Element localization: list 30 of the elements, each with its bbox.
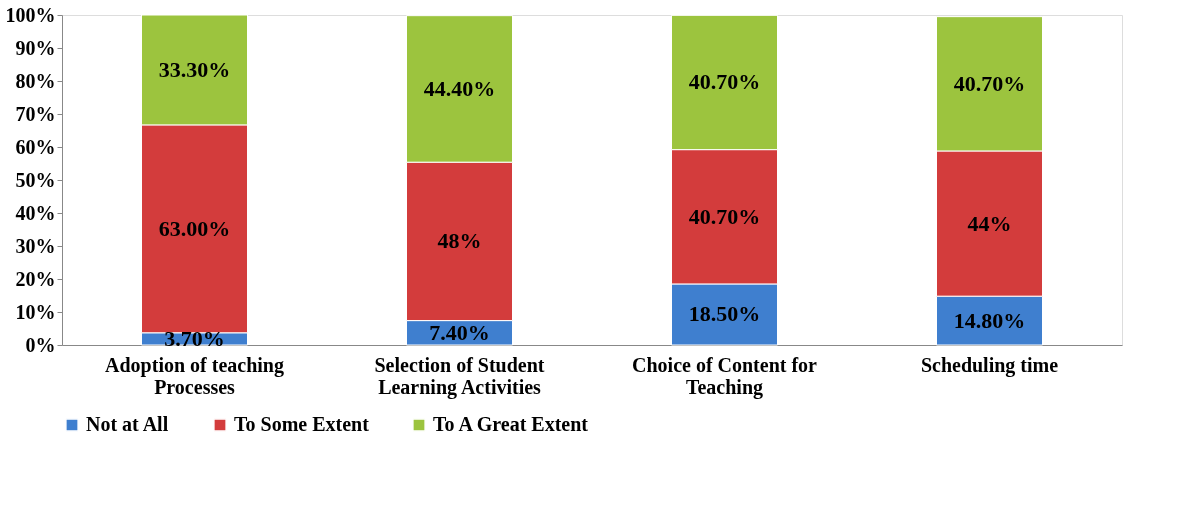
data-label: 7.40% [429, 319, 490, 345]
x-tick-label: Selection of Student Learning Activities [374, 353, 545, 399]
legend-label: Not at All [86, 413, 169, 435]
y-tick-label: 70% [15, 102, 56, 125]
data-label: 40.70% [688, 69, 761, 95]
y-tick-label: 40% [15, 201, 56, 224]
y-tick-label: 90% [15, 36, 56, 59]
x-tick-label: Adoption of teaching Processes [105, 353, 284, 398]
data-label: 40.70% [953, 70, 1026, 96]
data-label: 40.70% [688, 203, 761, 229]
legend-label: To A Great Extent [433, 413, 589, 435]
legend-label: To Some Extent [234, 413, 370, 435]
data-label: 48% [437, 228, 482, 254]
y-tick-label: 50% [15, 168, 56, 191]
y-tick-label: 20% [15, 267, 56, 290]
data-label: 44.40% [423, 75, 496, 101]
data-label: 14.80% [953, 307, 1026, 333]
y-tick-label: 60% [15, 135, 56, 158]
y-tick-label: 100% [5, 3, 56, 26]
y-tick-label: 10% [15, 300, 56, 323]
x-tick-label: Scheduling time [920, 353, 1059, 377]
data-label: 63.00% [158, 215, 231, 241]
data-label: 18.50% [688, 301, 761, 327]
data-label: 44% [967, 210, 1012, 236]
data-label: 3.70% [164, 325, 225, 351]
y-tick-label: 30% [15, 234, 56, 257]
y-tick-label: 0% [25, 333, 56, 356]
y-tick-label: 80% [15, 69, 56, 92]
x-tick-label: Choice of Content for Teaching [632, 353, 818, 399]
data-label: 33.30% [158, 56, 231, 82]
